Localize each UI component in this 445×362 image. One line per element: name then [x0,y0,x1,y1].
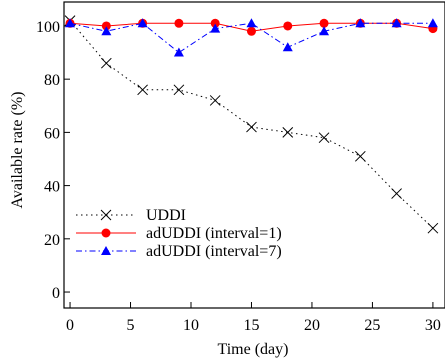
x-tick-label: 15 [243,317,259,334]
x-tick-label: 0 [66,317,74,334]
data-point [318,132,330,144]
legend-marker [100,209,112,221]
data-point [319,18,329,28]
data-point [354,150,366,162]
series-layer [64,15,439,234]
y-axis-title: Available rate (%) [9,92,26,209]
y-tick-label: 100 [36,19,60,36]
data-point [65,18,76,28]
legend-label: adUDDI (interval=7) [146,243,282,260]
data-point [319,26,330,36]
data-point [173,47,184,57]
data-point [246,121,257,133]
data-point [210,23,221,33]
data-point [282,42,293,52]
y-tick-label: 80 [44,72,60,89]
legend-label: UDDI [146,207,186,224]
data-point [173,84,185,96]
data-point [100,57,112,69]
series-line [69,22,433,54]
data-point [391,18,402,28]
data-point [246,26,256,36]
y-tick-label: 0 [52,285,60,302]
legend-entry-2: adUDDI (interval=7) [76,243,282,260]
plot-frame [63,1,445,309]
data-point [101,26,112,36]
legend-entry-1: adUDDI (interval=1) [76,225,282,242]
data-point [355,18,366,28]
y-tick-label: 40 [44,179,60,196]
legend-entry-0: UDDI [76,207,186,224]
data-point [283,21,293,31]
data-point [427,18,438,28]
data-point [391,188,402,199]
data-point [210,18,220,28]
data-point [282,127,294,138]
x-axis-title: Time (day) [218,341,289,358]
data-point [174,18,184,28]
x-tick-label: 10 [183,317,199,334]
series-line [69,20,434,229]
y-tick-label: 60 [44,125,60,142]
data-point [209,95,221,106]
legend-marker [101,228,111,238]
legend-label: adUDDI (interval=1) [146,225,282,242]
legend-marker [101,246,111,255]
x-tick-label: 25 [364,317,380,334]
data-point [427,222,439,234]
x-tick-label: 20 [304,317,320,334]
data-point [101,21,111,31]
data-point [246,18,257,28]
series-0 [64,15,439,234]
x-tick-label: 5 [127,317,135,334]
series-2 [65,18,438,57]
data-point [137,84,148,96]
y-tick-label: 20 [44,232,60,249]
x-tick-label: 30 [425,317,441,334]
axes: 0 5 10 15 20 25 30 0 20 40 60 80 100 [36,1,445,334]
data-point [137,18,148,28]
